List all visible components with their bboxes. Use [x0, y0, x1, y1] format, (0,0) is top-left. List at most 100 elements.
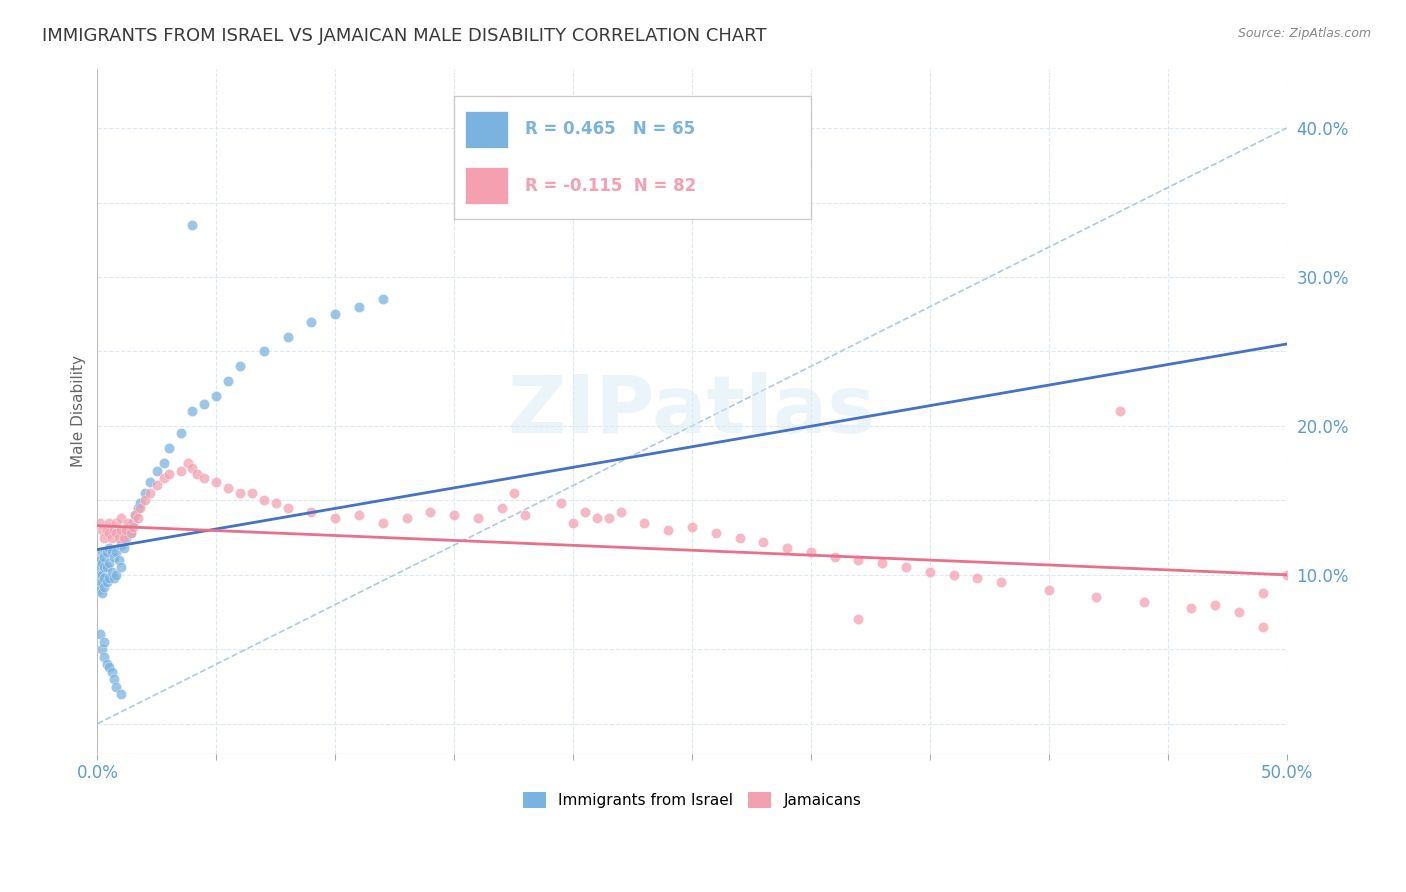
Point [253, 344, 276, 359]
Point [657, 523, 679, 537]
Point [181, 404, 204, 418]
Point [98, 660, 121, 674]
Point [98, 541, 121, 555]
Point [112, 531, 135, 545]
Point [105, 526, 128, 541]
Point [93, 560, 115, 574]
Point [107, 531, 129, 545]
Point [323, 307, 346, 321]
Point [205, 475, 228, 490]
Point [91, 585, 114, 599]
Point [240, 486, 263, 500]
Point [157, 467, 180, 481]
Point [93, 571, 115, 585]
Point [91, 556, 114, 570]
Point [153, 456, 176, 470]
Point [299, 315, 322, 329]
Point [1085, 590, 1108, 604]
Point [1204, 598, 1226, 612]
Y-axis label: Male Disability: Male Disability [72, 355, 86, 467]
Point [704, 526, 727, 541]
Point [117, 516, 139, 530]
Point [1038, 582, 1060, 597]
Point [100, 531, 122, 545]
Point [96, 575, 118, 590]
Point [229, 359, 252, 374]
Point [138, 475, 160, 490]
Point [585, 511, 607, 525]
Point [89, 627, 111, 641]
Point [598, 511, 620, 525]
Point [100, 545, 122, 559]
Point [93, 635, 115, 649]
Point [752, 535, 775, 549]
Point [91, 642, 114, 657]
Point [217, 482, 239, 496]
Point [100, 665, 122, 679]
Point [550, 496, 572, 510]
Point [122, 516, 145, 530]
Point [1227, 605, 1250, 619]
Point [105, 516, 128, 530]
Point [169, 464, 191, 478]
Point [96, 523, 118, 537]
Point [870, 556, 893, 570]
Point [990, 575, 1012, 590]
Point [89, 516, 111, 530]
Point [110, 560, 132, 574]
Point [347, 300, 370, 314]
Point [134, 493, 156, 508]
Point [105, 567, 128, 582]
Point [89, 560, 111, 574]
Point [91, 545, 114, 559]
Point [110, 523, 132, 537]
Point [574, 505, 596, 519]
Point [98, 516, 121, 530]
Point [942, 567, 965, 582]
Point [103, 571, 125, 585]
Point [1251, 585, 1274, 599]
Point [138, 486, 160, 500]
Point [264, 496, 287, 510]
Point [91, 523, 114, 537]
Point [918, 565, 941, 579]
Point [98, 571, 121, 585]
Point [728, 531, 751, 545]
Point [848, 613, 870, 627]
Point [89, 582, 111, 597]
Point [91, 567, 114, 582]
Point [217, 374, 239, 388]
Point [894, 560, 917, 574]
Point [253, 493, 276, 508]
Point [229, 486, 252, 500]
Point [103, 672, 125, 686]
Point [96, 657, 118, 672]
Point [371, 293, 394, 307]
Point [134, 486, 156, 500]
Point [299, 505, 322, 519]
Point [277, 329, 299, 343]
Point [347, 508, 370, 523]
Point [129, 500, 152, 515]
Point [1180, 600, 1202, 615]
Point [323, 511, 346, 525]
Point [146, 478, 169, 492]
Point [103, 549, 125, 564]
Point [502, 486, 524, 500]
Point [966, 571, 988, 585]
Point [848, 553, 870, 567]
Point [1251, 620, 1274, 634]
Point [93, 580, 115, 594]
Point [467, 511, 489, 525]
Point [491, 500, 513, 515]
Point [146, 464, 169, 478]
Point [120, 526, 142, 541]
Point [800, 545, 823, 559]
Point [609, 505, 631, 519]
Point [115, 531, 138, 545]
Point [562, 516, 585, 530]
Point [115, 523, 138, 537]
Point [103, 523, 125, 537]
Text: IMMIGRANTS FROM ISRAEL VS JAMAICAN MALE DISABILITY CORRELATION CHART: IMMIGRANTS FROM ISRAEL VS JAMAICAN MALE … [42, 27, 766, 45]
Point [124, 508, 146, 523]
